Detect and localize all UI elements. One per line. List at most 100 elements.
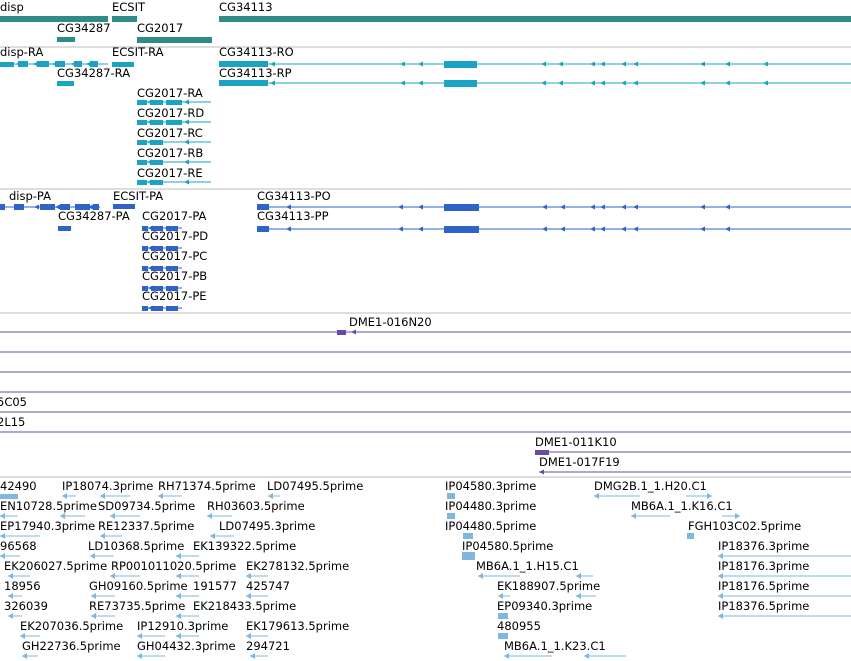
exon-block[interactable]	[166, 306, 178, 311]
exon-block[interactable]	[150, 120, 163, 125]
exon-block[interactable]	[166, 120, 182, 125]
feature-label-18956: 18956	[4, 579, 41, 593]
strand-arrow-icon	[763, 61, 768, 67]
feature-label-ip04480-3prime: IP04480.3prime	[445, 499, 536, 513]
exon-block[interactable]	[142, 306, 148, 311]
exon-block[interactable]	[14, 204, 24, 210]
strand-arrow-icon	[594, 493, 599, 499]
strand-arrow-icon	[539, 469, 544, 475]
exon-block[interactable]	[40, 204, 55, 210]
strand-arrow-icon	[576, 593, 581, 599]
exon-block[interactable]	[90, 61, 98, 67]
exon-block[interactable]	[55, 61, 65, 67]
exon-block[interactable]	[137, 100, 147, 105]
strand-arrow-icon	[633, 61, 638, 67]
exon-block[interactable]	[257, 226, 269, 232]
exon-block[interactable]	[151, 246, 163, 251]
exon-block[interactable]	[93, 204, 99, 210]
clone-marker[interactable]	[535, 450, 549, 455]
feature-label-cg34287: CG34287	[57, 21, 111, 35]
exon-block[interactable]	[151, 286, 163, 291]
exon-block[interactable]	[444, 226, 479, 233]
feature-label-5c05: 5C05	[0, 395, 27, 409]
gene-bar[interactable]	[0, 16, 108, 22]
est-block[interactable]	[498, 633, 508, 639]
exon-block[interactable]	[150, 180, 163, 185]
exon-block[interactable]	[18, 61, 28, 67]
exon-block[interactable]	[142, 226, 148, 231]
exon-block[interactable]	[150, 100, 163, 105]
feature-label-rh03603-5prime: RH03603.5prime	[207, 499, 305, 513]
strand-arrow-icon	[286, 226, 291, 232]
est-block[interactable]	[447, 513, 455, 519]
exon-block[interactable]	[257, 204, 269, 210]
est-block[interactable]	[462, 552, 475, 560]
feature-label-2l15: 2L15	[0, 415, 25, 429]
exon-block[interactable]	[74, 61, 82, 67]
exon-block[interactable]	[112, 62, 134, 67]
strand-arrow-icon	[633, 80, 638, 86]
exon-block[interactable]	[142, 286, 148, 291]
strand-arrow-icon	[763, 80, 768, 86]
strand-arrow-icon	[590, 226, 595, 232]
strand-arrow-icon	[478, 573, 483, 579]
exon-block[interactable]	[219, 61, 268, 67]
exon-block[interactable]	[57, 81, 74, 86]
exon-block[interactable]	[151, 226, 163, 231]
feature-label-cg2017-pc: CG2017-PC	[142, 249, 207, 263]
strand-arrow-icon	[184, 139, 189, 145]
strand-arrow-icon	[418, 204, 423, 210]
exon-block[interactable]	[166, 100, 182, 105]
strand-arrow-icon	[207, 513, 212, 519]
strand-arrow-icon	[0, 553, 5, 559]
est-block[interactable]	[498, 613, 508, 619]
exon-block[interactable]	[444, 80, 477, 87]
exon-block[interactable]	[151, 306, 163, 311]
exon-block[interactable]	[219, 80, 268, 86]
exon-block[interactable]	[151, 266, 163, 271]
strand-arrow-icon	[148, 225, 153, 231]
gene-bar[interactable]	[112, 16, 137, 22]
exon-block[interactable]	[150, 140, 163, 145]
feature-label-cg2017-re: CG2017-RE	[137, 166, 203, 180]
est-block[interactable]	[463, 533, 473, 539]
exon-block[interactable]	[166, 266, 178, 271]
exon-block[interactable]	[137, 120, 147, 125]
feature-label-mb6a-1-1-k16-c1: MB6A.1_1.K16.C1	[631, 499, 733, 513]
strand-arrow-icon	[250, 653, 255, 659]
strand-arrow-icon	[725, 226, 730, 232]
exon-block[interactable]	[166, 246, 178, 251]
exon-block[interactable]	[166, 226, 178, 231]
exon-block[interactable]	[444, 61, 477, 68]
exon-block[interactable]	[444, 204, 479, 211]
exon-block[interactable]	[75, 204, 90, 210]
exon-block[interactable]	[0, 204, 5, 210]
feature-label-mb6a-1-1-h15-c1: MB6A.1_1.H15.C1	[476, 559, 579, 573]
gene-bar[interactable]	[57, 37, 75, 42]
strand-arrow-icon	[100, 533, 105, 539]
exon-block[interactable]	[113, 204, 135, 209]
strand-arrow-icon	[158, 493, 163, 499]
est-block[interactable]	[0, 494, 18, 499]
exon-block[interactable]	[142, 246, 148, 251]
feature-label-326039: 326039	[4, 599, 48, 613]
gene-bar[interactable]	[137, 37, 212, 43]
strand-arrow-icon	[718, 553, 723, 559]
est-block[interactable]	[447, 493, 455, 499]
exon-block[interactable]	[58, 226, 71, 231]
exon-block[interactable]	[166, 286, 178, 291]
clone-marker[interactable]	[337, 330, 346, 335]
exon-block[interactable]	[150, 160, 163, 165]
exon-block[interactable]	[137, 180, 147, 185]
gene-bar[interactable]	[219, 16, 851, 22]
strand-arrow-icon	[631, 513, 636, 519]
exon-block[interactable]	[37, 61, 49, 67]
exon-block[interactable]	[0, 62, 14, 67]
strand-arrow-icon	[110, 573, 115, 579]
exon-block[interactable]	[137, 160, 147, 165]
exon-block[interactable]	[60, 204, 70, 210]
est-block[interactable]	[687, 533, 694, 539]
exon-block[interactable]	[137, 140, 147, 145]
exon-block[interactable]	[142, 266, 148, 271]
strand-arrow-icon	[246, 633, 251, 639]
